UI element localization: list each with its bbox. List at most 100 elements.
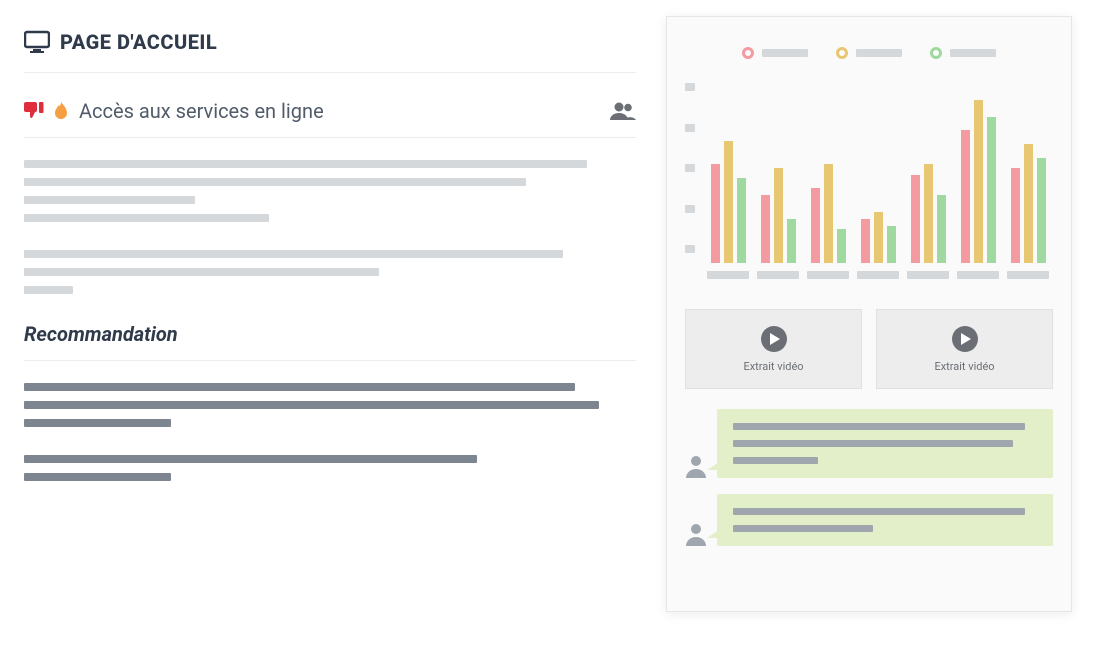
legend-label-placeholder [762,49,808,57]
page-title: PAGE D'ACCUEIL [60,30,217,54]
bar-group [705,141,751,263]
chart-plot [703,83,1053,279]
bar [961,130,970,263]
bar [911,175,920,263]
bar-group [755,168,801,263]
chart-x-labels [703,271,1053,279]
text-placeholder [733,508,1025,515]
video-label: Extrait vidéo [934,360,994,373]
legend-marker-icon [836,47,848,59]
text-placeholder [24,286,73,294]
text-placeholder [24,419,171,427]
flame-icon [54,102,69,120]
chart-legend [685,47,1053,59]
video-label: Extrait vidéo [743,360,803,373]
chart-bars [703,83,1053,263]
comment-bubble [717,494,1053,546]
play-icon [761,326,787,352]
bar [937,195,946,263]
bar [1011,168,1020,263]
bar [724,141,733,263]
bar [787,219,796,263]
y-tick [685,124,695,132]
bar-group [855,212,901,263]
description-block-1 [24,160,636,222]
bar [924,164,933,263]
text-placeholder [24,383,575,391]
bar-group [905,164,951,263]
bar [1024,144,1033,263]
text-placeholder [24,401,599,409]
bar [887,226,896,263]
x-label-placeholder [807,271,849,279]
bar [861,219,870,263]
bar [1037,158,1046,263]
legend-marker-icon [742,47,754,59]
bar [824,164,833,263]
x-label-placeholder [907,271,949,279]
x-label-placeholder [757,271,799,279]
text-placeholder [24,196,195,204]
legend-label-placeholder [856,49,902,57]
text-placeholder [24,160,587,168]
text-placeholder [733,423,1025,430]
legend-item [930,47,996,59]
recommendation-heading: Recommandation [24,322,636,361]
x-label-placeholder [857,271,899,279]
text-placeholder [24,178,526,186]
comment-bubble [717,409,1053,478]
bar [874,212,883,263]
legend-marker-icon [930,47,942,59]
bar [774,168,783,263]
section-header: Accès aux services en ligne [24,99,636,138]
bar [761,195,770,263]
bar [811,188,820,263]
text-placeholder [733,525,873,532]
recommendation-block-1 [24,383,636,427]
legend-label-placeholder [950,49,996,57]
section-title: Accès aux services en ligne [79,99,600,123]
text-placeholder [24,473,171,481]
y-tick [685,164,695,172]
bar [711,164,720,263]
page-header: PAGE D'ACCUEIL [24,30,636,73]
description-block-2 [24,250,636,294]
bar [987,117,996,263]
monitor-icon [24,30,50,54]
bar-group [955,100,1001,263]
comment-item [685,494,1053,546]
video-row: Extrait vidéo Extrait vidéo [685,309,1053,389]
comment-item [685,409,1053,478]
text-placeholder [24,250,563,258]
comments-list [685,409,1053,546]
y-tick [685,205,695,213]
chart-y-axis [685,83,703,253]
bar [737,178,746,263]
y-tick [685,83,695,91]
thumbs-down-icon [24,102,44,120]
text-placeholder [24,214,269,222]
people-icon[interactable] [610,102,636,120]
x-label-placeholder [1007,271,1049,279]
bar-chart [685,83,1053,279]
bar-group [1005,144,1051,263]
x-label-placeholder [707,271,749,279]
video-card[interactable]: Extrait vidéo [876,309,1053,389]
bar [837,229,846,263]
avatar-icon [685,522,707,546]
legend-item [836,47,902,59]
main-content: PAGE D'ACCUEIL Accès aux services en lig… [0,0,660,645]
recommendation-block-2 [24,455,636,481]
text-placeholder [24,455,477,463]
y-tick [685,245,695,253]
bar-group [805,164,851,263]
text-placeholder [733,440,1013,447]
text-placeholder [24,268,379,276]
legend-item [742,47,808,59]
side-panel: Extrait vidéo Extrait vidéo [666,16,1072,612]
play-icon [952,326,978,352]
x-label-placeholder [957,271,999,279]
avatar-icon [685,454,707,478]
bar [974,100,983,263]
video-card[interactable]: Extrait vidéo [685,309,862,389]
